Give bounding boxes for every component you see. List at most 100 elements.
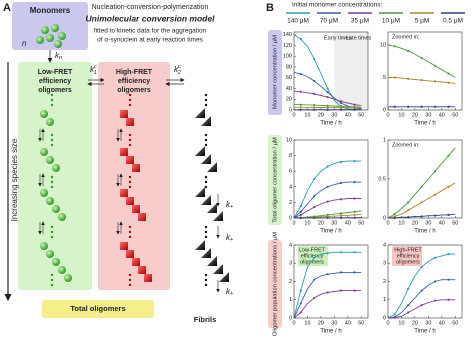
plot-frame	[387, 139, 463, 219]
oligomer-unit	[132, 258, 140, 266]
fit-line	[387, 44, 456, 78]
species-label: efficiency	[39, 78, 71, 85]
ellipsis-dot	[204, 133, 208, 137]
species-label: High-FRET	[116, 69, 153, 76]
data-point	[407, 287, 410, 290]
data-point	[313, 79, 316, 83]
y-tick-label: 2	[383, 279, 386, 285]
ellipsis-dot	[50, 138, 54, 142]
data-point	[433, 193, 437, 196]
y-tick-label: 0	[289, 107, 292, 113]
data-point	[353, 216, 356, 219]
x-tick-label: 20	[318, 112, 324, 118]
y-tick-label: 1	[289, 297, 292, 303]
oligomer-unit	[40, 242, 48, 250]
data-point	[393, 213, 396, 216]
oligomer-unit	[58, 213, 66, 221]
oligomer-unit	[46, 250, 54, 258]
data-point	[420, 79, 423, 82]
ellipsis-dot	[128, 103, 132, 107]
monomer-box	[12, 2, 88, 50]
stoichiometry: n	[22, 39, 27, 48]
data-point	[299, 108, 302, 111]
high-fret-box	[98, 62, 170, 290]
y-tick-label: 0	[289, 315, 292, 321]
x-tick-label: 30	[425, 112, 431, 118]
y-tick-label: 1	[383, 137, 386, 143]
oligomer-unit	[52, 164, 60, 172]
fibril-unit	[195, 108, 205, 118]
y-tick-label: 4	[383, 242, 386, 248]
oligomer-unit	[138, 213, 146, 221]
data-point	[407, 209, 410, 212]
x-tick-label: 40	[439, 320, 445, 326]
oligomer-unit	[126, 118, 134, 126]
oligomer-unit	[126, 197, 134, 205]
y-tick-label: 1	[383, 297, 386, 303]
data-point	[407, 49, 410, 52]
fibril-unit	[207, 256, 217, 266]
row-label: Total oligomer concentration / μM	[273, 137, 279, 223]
y-tick-label: 4	[289, 242, 292, 248]
ellipsis-dot	[128, 133, 132, 137]
row-label-box	[268, 135, 282, 225]
data-point	[326, 106, 329, 109]
fibril-unit	[201, 195, 211, 205]
ellipsis-dot	[50, 143, 54, 147]
x-tick-label: 10	[398, 112, 404, 118]
data-point	[393, 216, 396, 220]
rate-sub: 2	[177, 70, 181, 76]
data-point	[433, 299, 437, 302]
rate-base: k	[174, 65, 179, 74]
data-point	[326, 273, 329, 276]
row-label-box	[268, 240, 282, 328]
data-point	[326, 108, 329, 111]
annotation: efficiency	[397, 253, 420, 259]
oligomer-unit	[126, 250, 134, 258]
x-tick-label: 10	[398, 220, 404, 226]
y-tick-label: 3	[383, 261, 386, 267]
row-label: Oligomer population concentrations / μM	[273, 232, 279, 336]
data-point	[299, 106, 302, 109]
data-point	[433, 80, 437, 83]
fibril-unit	[195, 146, 205, 156]
ellipsis-dot	[204, 98, 208, 102]
x-tick-label: 50	[452, 320, 458, 326]
data-point	[326, 213, 329, 216]
data-point	[433, 170, 437, 173]
data-point	[299, 213, 302, 216]
x-tick-label: 30	[425, 320, 431, 326]
data-point	[339, 251, 343, 254]
oligomer-unit	[40, 148, 48, 156]
ellipsis-dot	[50, 273, 54, 277]
subtitle: of α-synuclein at early reaction times	[97, 37, 203, 44]
data-point	[353, 106, 356, 109]
ellipsis-dot	[128, 230, 132, 234]
x-tick-label: 0	[292, 112, 295, 118]
oligomer-unit	[64, 274, 72, 282]
data-point	[353, 289, 356, 292]
ellipsis-dot	[204, 273, 208, 277]
ellipsis-dot	[128, 283, 132, 287]
y-tick-label: 2	[289, 200, 292, 206]
ellipsis-dot	[128, 278, 132, 282]
data-point	[353, 251, 356, 254]
ellipsis-dot	[204, 180, 208, 184]
ellipsis-dot	[50, 225, 54, 229]
ellipsis-dot	[50, 103, 54, 107]
oligomer-unit	[138, 266, 146, 274]
x-axis-label: Time / h	[414, 229, 435, 235]
oligomer-unit	[46, 156, 54, 164]
data-point	[299, 37, 302, 41]
ellipsis-dot	[50, 175, 54, 179]
y-tick-label: 20	[286, 97, 292, 103]
ellipsis-dot	[128, 138, 132, 142]
data-point	[313, 177, 316, 181]
data-point	[299, 205, 302, 208]
ellipsis-dot	[128, 185, 132, 189]
rate-sub: n	[59, 55, 62, 61]
data-point	[326, 165, 329, 168]
data-point	[339, 216, 343, 219]
annotation: efficiency	[301, 253, 324, 259]
